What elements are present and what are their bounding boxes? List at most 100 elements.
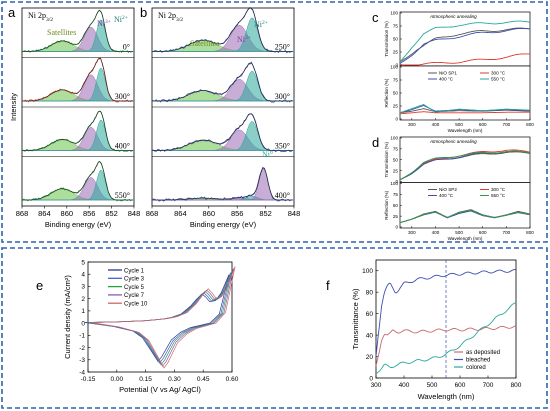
x-tick-label: 800 [526, 230, 534, 235]
y-axis-title: Transmittance (%) [351, 288, 360, 349]
x-tick-label: 0.60 [226, 376, 239, 383]
x-tick-label: 800 [511, 382, 522, 389]
x-tick-label: 600 [479, 230, 487, 235]
y-tick-label: -2 [79, 345, 85, 352]
ni2-superscript: 2+ [122, 15, 128, 21]
sub-panel-label: 250° [275, 43, 290, 52]
ni0-label-b: Ni0 [262, 150, 273, 159]
y-tick-label: 50 [393, 203, 399, 208]
panel-letter-a: a [8, 5, 16, 20]
y-tick-label: 100 [390, 11, 398, 16]
y-axis-title: Transmission (%) [384, 142, 389, 178]
series-line-R-550c [399, 103, 531, 114]
series-line-T-400c [399, 28, 531, 64]
y-tick-label: 40 [366, 332, 374, 339]
x-tick-label: 600 [479, 122, 487, 127]
y-tick-label: 25 [393, 50, 399, 55]
x-tick-label: 0.15 [139, 376, 152, 383]
legend-entry: Cycle 5 [124, 285, 145, 291]
sub-panel-label: 400° [115, 142, 130, 151]
y-tick-label: 75 [393, 192, 399, 197]
x-tick-label: 848 [288, 209, 301, 218]
legend-entry: 300 °C [491, 71, 506, 76]
panel-f: f 0 20 40 60 80 100 300 400 500 600 700 800 Wavelengt… [326, 259, 522, 401]
panel-letter-f: f [326, 278, 330, 293]
y-tick-label: 4 [81, 272, 85, 279]
y-tick-label: -1 [79, 333, 85, 340]
legend-entry: Cycle 10 [124, 302, 148, 308]
y-tick-label: 0 [395, 225, 398, 230]
fit-envelope-line [152, 7, 293, 52]
sub-plot-frame [399, 182, 531, 229]
y-tick-label: 20 [366, 354, 374, 361]
fit-envelope-line [152, 62, 293, 102]
sub-panel-label: 300° [275, 92, 290, 101]
y-tick-label: 25 [393, 168, 399, 173]
x-axis-title: Wavelength (nm) [448, 236, 483, 241]
transmittance-line-as-deposited [375, 325, 517, 367]
y-tick-label: 0 [395, 117, 398, 122]
bottom-frame [1, 247, 548, 409]
spectrum-data-line [151, 113, 293, 153]
x-tick-label: 852 [105, 209, 118, 218]
x-tick-label: 500 [455, 122, 463, 127]
legend-entry: bleached [466, 358, 490, 364]
y-tick-label: 0 [395, 63, 398, 68]
series-line-T-550c [399, 150, 531, 181]
x-axis-title: Wavelength (nm) [448, 128, 483, 133]
x-tick-label: 0.30 [168, 376, 181, 383]
y-tick-label: 5 [81, 259, 85, 266]
x-tick-label: 860 [61, 209, 74, 218]
legend-entry: NiO SP1 [439, 71, 457, 76]
legend-entry: Cycle 7 [124, 293, 145, 299]
x-tick-label: 868 [16, 209, 29, 218]
x-tick-label: 848 [128, 209, 141, 218]
x-tick-label: 856 [231, 209, 244, 218]
sub-panel-label: 400° [275, 191, 290, 200]
panel-a: a 0° 300° 400° 550° 868 864 860 856 852 848 Binding… [8, 5, 140, 229]
ni2p-subscript: 3/2 [176, 17, 183, 23]
x-tick-label: 864 [38, 209, 51, 218]
transmittance-line-colored [375, 302, 517, 374]
sub-panel-label: 300° [115, 92, 130, 101]
series-line-R-300c [399, 111, 530, 115]
y-tick-label: 0 [369, 375, 373, 382]
y-tick-label: 25 [393, 104, 399, 109]
legend-entry: 550 °C [491, 193, 506, 198]
y-axis-title: Reflection (%) [384, 78, 389, 107]
y-tick-label: -4 [79, 369, 85, 376]
transmittance-line-bleached [375, 269, 516, 357]
fit-envelope-line [22, 57, 133, 102]
x-tick-label: 500 [427, 382, 438, 389]
x-tick-label: 600 [455, 382, 466, 389]
x-axis-title: Binding energy (eV) [190, 220, 257, 229]
sub-panel-label: 350° [275, 142, 290, 151]
y-tick-label: 75 [393, 147, 399, 152]
legend-entry: Cycle 3 [124, 277, 145, 283]
ni0-superscript: 0 [270, 150, 273, 156]
x-tick-label: 0.00 [110, 376, 123, 383]
y-tick-label: 50 [393, 157, 399, 162]
x-tick-label: -0.15 [81, 376, 96, 383]
y-tick-label: 1 [81, 308, 85, 315]
satellites-label-b: Satellites [190, 39, 219, 48]
x-axis-title: Potential (V vs Ag/ AgCl) [119, 385, 201, 394]
plot-frame [87, 261, 233, 373]
x-tick-label: 400 [432, 230, 440, 235]
sub-panel-label: 0° [123, 43, 130, 52]
y-tick-label: 100 [362, 268, 373, 275]
y-tick-label: 100 [390, 181, 398, 186]
sub-panel-label: 550° [115, 191, 130, 200]
y-tick-label: 60 [366, 311, 374, 318]
y-tick-label: 100 [390, 136, 398, 141]
fit-envelope-line [152, 113, 293, 151]
ni2-label-b: Ni2+ [254, 20, 268, 29]
legend-entry: as deposited [466, 350, 500, 356]
top-frame [1, 1, 548, 243]
y-tick-label: 0 [395, 179, 398, 184]
cv-curve-cycle-10 [91, 266, 236, 369]
panel-letter-b: b [140, 5, 147, 20]
y-tick-label: 75 [393, 24, 399, 29]
